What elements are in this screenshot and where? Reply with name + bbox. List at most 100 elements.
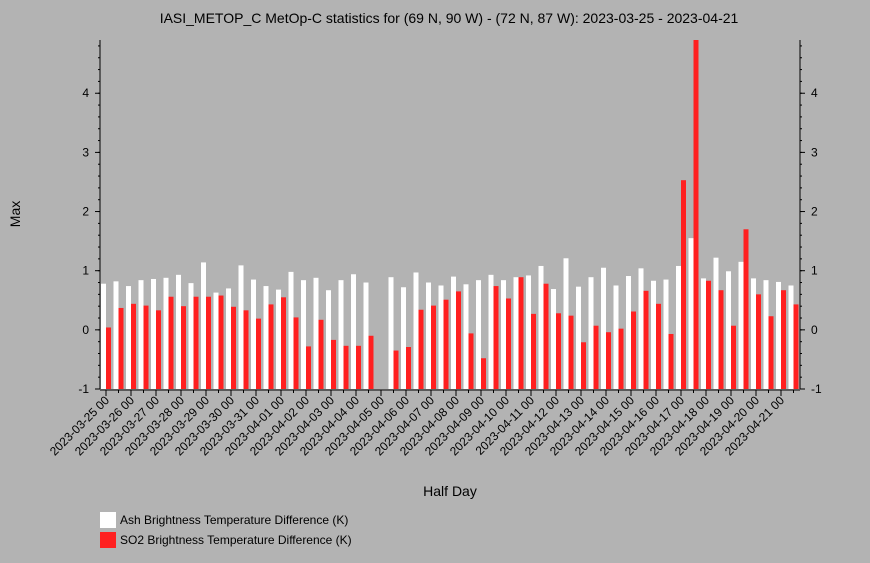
bar-so2 <box>468 333 474 389</box>
bar-ash <box>363 282 369 389</box>
bar-ash <box>726 271 731 389</box>
y-tick-label-right: 4 <box>811 86 818 100</box>
y-tick-label-right: -1 <box>811 382 822 396</box>
bar-so2 <box>293 317 299 389</box>
bar-ash <box>651 280 656 389</box>
bar-so2 <box>568 315 574 389</box>
bar-so2 <box>756 294 761 389</box>
bar-so2 <box>718 290 724 389</box>
y-axis-left: -1 0 1 2 3 4 <box>78 40 101 396</box>
y-tick-label-left: -1 <box>78 382 89 396</box>
bar-ash <box>601 267 606 389</box>
bar-ash <box>463 284 469 389</box>
bar-ash <box>688 238 694 389</box>
bar-so2 <box>781 290 786 389</box>
bar-ash <box>751 278 756 389</box>
bar-ash <box>238 265 244 389</box>
bar-ash <box>663 279 669 389</box>
bar-so2 <box>656 303 661 389</box>
bar-so2 <box>531 313 536 389</box>
bar-so2 <box>456 291 461 389</box>
bar-ash <box>488 274 494 389</box>
y-tick-label-right: 3 <box>811 145 818 159</box>
bar-so2 <box>181 306 186 389</box>
bar-so2 <box>518 277 524 389</box>
bar-so2 <box>643 290 649 389</box>
bar-ash <box>738 261 744 389</box>
bar-ash <box>151 278 156 389</box>
bar-ash <box>638 268 644 389</box>
y-axis-label: Max <box>7 201 23 227</box>
legend-label-so2: SO2 Brightness Temperature Difference (K… <box>120 533 352 547</box>
bar-so2 <box>393 350 399 389</box>
bar-so2 <box>668 333 674 389</box>
bar-so2 <box>606 332 611 389</box>
bar-so2 <box>731 325 736 389</box>
bar-ash <box>176 274 181 389</box>
bar-ash <box>301 280 306 389</box>
legend-label-ash: Ash Brightness Temperature Difference (K… <box>120 513 348 527</box>
y-tick-label-left: 2 <box>82 205 89 219</box>
bar-ash <box>401 287 406 389</box>
bar-so2 <box>168 296 174 389</box>
bar-so2 <box>631 311 636 389</box>
bar-ash <box>263 286 269 389</box>
bar-so2 <box>543 283 549 389</box>
bar-so2 <box>218 295 224 389</box>
bar-ash <box>426 282 431 389</box>
bar-so2 <box>131 303 136 389</box>
bar-so2 <box>693 40 699 389</box>
y-tick-label-left: 4 <box>82 86 89 100</box>
bar-ash <box>138 280 144 389</box>
bar-ash <box>538 265 544 389</box>
legend-swatch-ash <box>100 512 116 528</box>
legend: Ash Brightness Temperature Difference (K… <box>100 512 352 548</box>
bar-so2 <box>443 299 449 389</box>
bar-ash <box>251 279 256 389</box>
bar-so2 <box>331 339 336 389</box>
bar-so2 <box>318 319 324 389</box>
bar-so2 <box>193 296 199 389</box>
bar-ash <box>551 289 556 389</box>
bar-so2 <box>681 180 686 389</box>
bar-ash <box>288 271 294 389</box>
bar-so2 <box>306 346 311 389</box>
bar-ash <box>213 292 219 389</box>
bar-so2 <box>268 304 274 389</box>
bar-so2 <box>231 306 236 389</box>
bar-so2 <box>768 316 774 389</box>
bar-so2 <box>743 229 749 389</box>
bar-so2 <box>556 313 561 389</box>
bar-ash <box>713 257 719 389</box>
bar-so2 <box>156 310 161 389</box>
bar-ash <box>526 275 531 389</box>
bar-so2 <box>243 310 249 389</box>
bar-so2 <box>431 305 436 389</box>
y-tick-label-left: 1 <box>82 264 89 278</box>
y-tick-label-right: 1 <box>811 264 818 278</box>
bar-ash <box>438 285 444 389</box>
bar-ash <box>626 276 631 389</box>
y-tick-label-right: 0 <box>811 323 818 337</box>
bar-ash <box>388 277 394 389</box>
bar-ash <box>313 277 319 389</box>
bar-so2 <box>493 286 499 389</box>
bar-ash <box>576 286 581 389</box>
bar-ash <box>676 265 681 389</box>
bar-so2 <box>106 327 111 389</box>
bar-so2 <box>118 307 124 389</box>
bar-so2 <box>281 297 286 389</box>
bar-so2 <box>481 358 486 389</box>
chart-title: IASI_METOP_C MetOp-C statistics for (69 … <box>160 10 739 26</box>
x-axis-label: Half Day <box>423 483 477 499</box>
bar-ash <box>563 258 569 389</box>
bar-ash <box>613 285 619 389</box>
bar-so2 <box>343 345 349 389</box>
bar-so2 <box>143 305 149 389</box>
bar-so2 <box>706 280 711 389</box>
bar-so2 <box>581 342 586 389</box>
bar-ash <box>226 288 231 389</box>
bar-so2 <box>793 304 799 389</box>
bar-ash <box>413 272 419 389</box>
